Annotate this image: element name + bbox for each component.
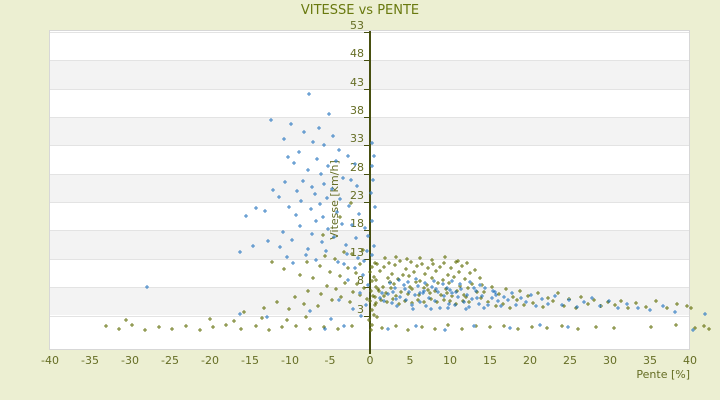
x-tick-label: 5 xyxy=(406,354,414,367)
x-tick-label: -25 xyxy=(161,354,179,367)
y-tick-mark xyxy=(364,173,369,175)
y-axis-line xyxy=(369,31,371,354)
y-tick-label: 48 xyxy=(350,47,364,61)
x-tick-label: -15 xyxy=(241,354,259,367)
y-tick-mark xyxy=(364,315,369,317)
y-tick-mark xyxy=(364,258,369,260)
x-tick-label: -20 xyxy=(201,354,219,367)
y-tick-label: 53 xyxy=(350,19,364,32)
y-tick-mark xyxy=(364,117,369,119)
x-tick-label: 10 xyxy=(443,354,457,367)
x-tick-label: -5 xyxy=(324,354,336,367)
x-tick-label: 30 xyxy=(603,354,617,367)
y-tick-mark xyxy=(364,32,369,33)
y-tick-label: 43 xyxy=(350,75,364,89)
y-tick-mark xyxy=(364,287,369,289)
y-tick-label: 38 xyxy=(350,104,364,118)
x-axis-title: Pente [%] xyxy=(636,368,690,381)
x-tick-label: 20 xyxy=(523,354,537,367)
y-tick-mark xyxy=(364,202,369,204)
y-tick-mark xyxy=(364,88,369,90)
y-tick-mark xyxy=(364,60,369,62)
x-tick-label: 0 xyxy=(366,354,374,367)
x-tick-label: -40 xyxy=(41,354,59,367)
x-tick-label: 40 xyxy=(683,354,697,367)
x-tick-label: 35 xyxy=(643,354,657,367)
y-tick-mark xyxy=(364,230,369,232)
y-axis-title: Vitesse [km/h] xyxy=(328,160,341,240)
x-tick-label: -10 xyxy=(281,354,299,367)
x-tick-label: -35 xyxy=(81,354,99,367)
x-tick-label: -30 xyxy=(121,354,139,367)
y-tick-mark xyxy=(364,145,369,147)
x-tick-label: 15 xyxy=(483,354,497,367)
chart-title: VITESSE vs PENTE xyxy=(300,3,420,18)
x-tick-label: 25 xyxy=(563,354,577,367)
y-tick-label: 3 xyxy=(357,302,364,316)
